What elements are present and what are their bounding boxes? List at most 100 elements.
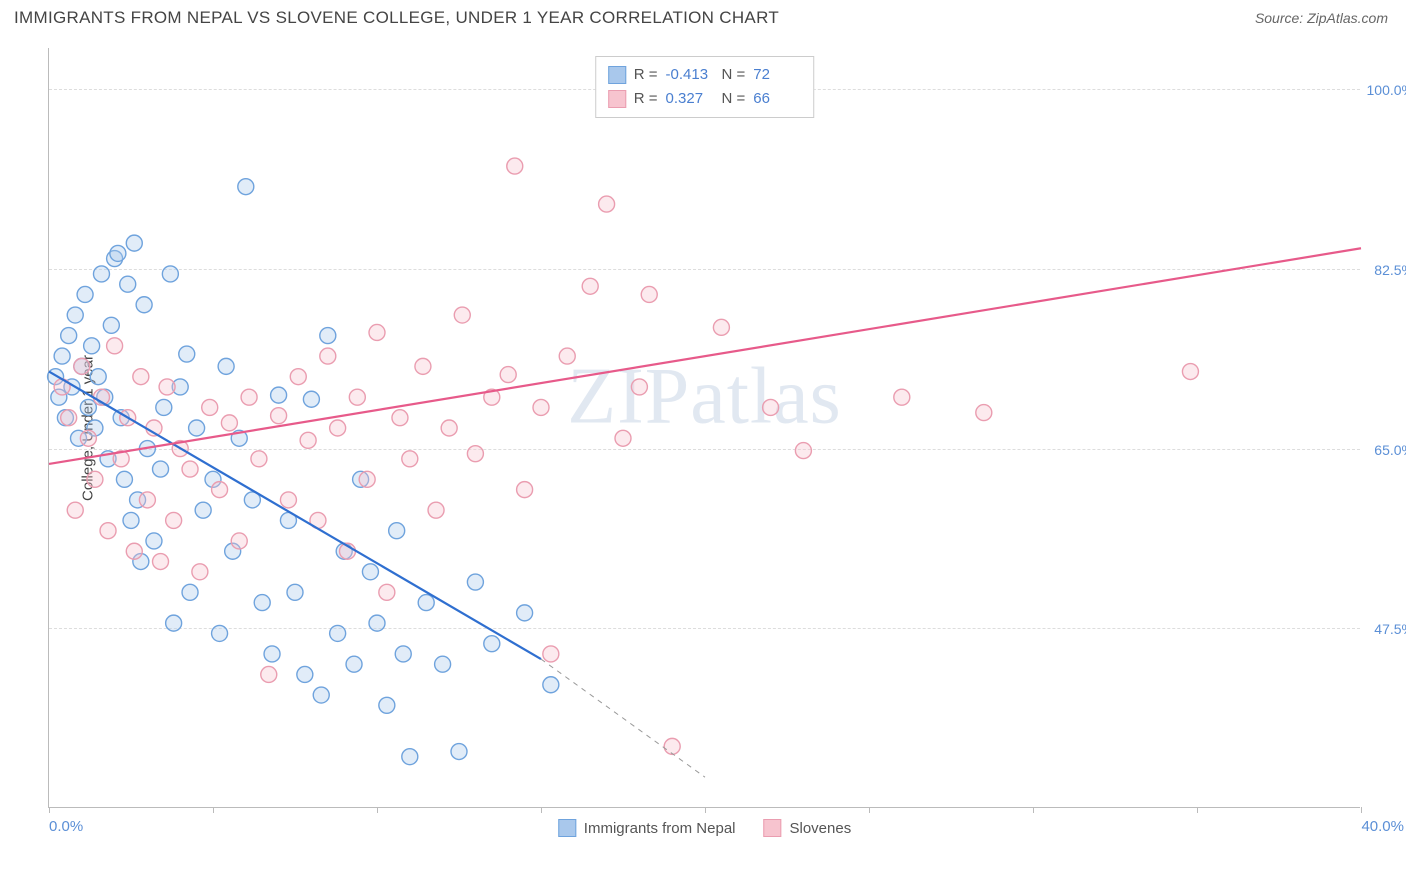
scatter-point (126, 543, 142, 559)
legend-R-label: R = (634, 63, 658, 87)
legend-N-value-0: 72 (753, 63, 801, 87)
scatter-point (133, 369, 149, 385)
scatter-point (392, 410, 408, 426)
chart-title: IMMIGRANTS FROM NEPAL VS SLOVENE COLLEGE… (14, 8, 779, 28)
legend-bottom-label-0: Immigrants from Nepal (584, 820, 736, 837)
scatter-point (221, 415, 237, 431)
x-tick (1197, 807, 1198, 813)
scatter-point (61, 410, 77, 426)
scatter-point (93, 266, 109, 282)
scatter-point (192, 564, 208, 580)
scatter-point (428, 502, 444, 518)
scatter-point (54, 348, 70, 364)
scatter-plot-svg (49, 48, 1360, 807)
y-tick-label: 47.5% (1362, 621, 1406, 637)
scatter-point (517, 605, 533, 621)
legend-swatch-0 (608, 66, 626, 84)
scatter-point (484, 636, 500, 652)
scatter-point (297, 666, 313, 682)
legend-N-value-1: 66 (753, 87, 801, 111)
scatter-point (543, 677, 559, 693)
scatter-point (67, 307, 83, 323)
scatter-point (467, 574, 483, 590)
scatter-point (238, 179, 254, 195)
chart-source: Source: ZipAtlas.com (1255, 10, 1388, 26)
scatter-point (395, 646, 411, 662)
scatter-point (103, 317, 119, 333)
x-tick (1033, 807, 1034, 813)
scatter-point (763, 399, 779, 415)
scatter-point (379, 584, 395, 600)
x-tick (49, 807, 50, 813)
scatter-point (179, 346, 195, 362)
scatter-point (369, 615, 385, 631)
legend-N-label: N = (722, 87, 746, 111)
legend-row-series-1: R = 0.327 N = 66 (608, 87, 802, 111)
scatter-point (330, 420, 346, 436)
scatter-point (156, 399, 172, 415)
scatter-point (139, 492, 155, 508)
scatter-point (795, 443, 811, 459)
scatter-point (182, 461, 198, 477)
scatter-point (435, 656, 451, 672)
scatter-point (415, 358, 431, 374)
scatter-point (116, 471, 132, 487)
scatter-point (517, 482, 533, 498)
scatter-point (261, 666, 277, 682)
legend-swatch-bottom-1 (764, 819, 782, 837)
scatter-point (251, 451, 267, 467)
legend-bottom-item-0: Immigrants from Nepal (558, 819, 736, 837)
scatter-point (74, 358, 90, 374)
x-tick (213, 807, 214, 813)
scatter-point (500, 367, 516, 383)
scatter-point (212, 482, 228, 498)
trend-line-extension (541, 659, 705, 777)
y-tick-label: 100.0% (1362, 82, 1406, 98)
scatter-point (507, 158, 523, 174)
scatter-point (166, 512, 182, 528)
scatter-point (467, 446, 483, 462)
trend-line (49, 372, 541, 660)
scatter-point (641, 286, 657, 302)
scatter-point (90, 369, 106, 385)
scatter-point (418, 595, 434, 611)
scatter-point (362, 564, 378, 580)
scatter-point (349, 389, 365, 405)
scatter-point (379, 697, 395, 713)
y-tick-label: 65.0% (1362, 442, 1406, 458)
legend-N-label: N = (722, 63, 746, 87)
scatter-point (359, 471, 375, 487)
scatter-point (231, 533, 247, 549)
scatter-point (136, 297, 152, 313)
scatter-point (330, 625, 346, 641)
legend-row-series-0: R = -0.413 N = 72 (608, 63, 802, 87)
scatter-point (320, 328, 336, 344)
scatter-point (218, 358, 234, 374)
scatter-point (67, 502, 83, 518)
scatter-point (61, 328, 77, 344)
scatter-point (77, 286, 93, 302)
scatter-point (212, 625, 228, 641)
scatter-point (320, 348, 336, 364)
scatter-point (120, 276, 136, 292)
scatter-point (454, 307, 470, 323)
scatter-point (159, 379, 175, 395)
scatter-point (153, 554, 169, 570)
scatter-point (713, 319, 729, 335)
legend-swatch-1 (608, 90, 626, 108)
legend-R-value-0: -0.413 (666, 63, 714, 87)
scatter-point (110, 245, 126, 261)
scatter-point (559, 348, 575, 364)
scatter-point (153, 461, 169, 477)
scatter-point (202, 399, 218, 415)
scatter-point (182, 584, 198, 600)
scatter-point (533, 399, 549, 415)
scatter-point (631, 379, 647, 395)
scatter-point (162, 266, 178, 282)
chart-header: IMMIGRANTS FROM NEPAL VS SLOVENE COLLEGE… (0, 0, 1406, 36)
trend-line (49, 248, 1361, 464)
scatter-point (280, 492, 296, 508)
scatter-point (346, 656, 362, 672)
scatter-point (287, 584, 303, 600)
scatter-point (87, 471, 103, 487)
